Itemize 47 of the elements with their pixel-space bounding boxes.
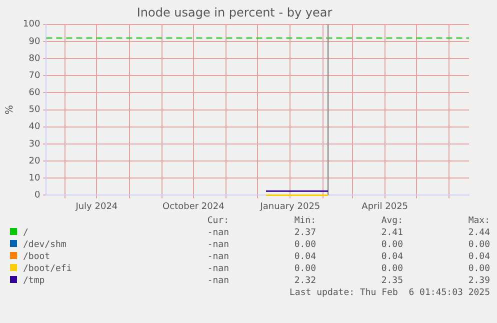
text: 0.04 <box>380 251 403 263</box>
legend-label: / <box>23 228 28 238</box>
legend-label: /boot/efi <box>23 264 72 274</box>
text: -nan <box>206 227 229 239</box>
y-tick-label: 20 <box>28 156 40 166</box>
text: Min: <box>293 215 316 227</box>
y-tick-label: 60 <box>28 88 40 98</box>
text: 0.00 <box>467 263 490 275</box>
x-tick-label: July 2024 <box>74 202 118 212</box>
x-tick-label: January 2025 <box>259 202 320 212</box>
text: 2.39 <box>467 275 490 287</box>
legend-label: /dev/shm <box>23 240 66 250</box>
y-tick-label: 50 <box>28 105 40 116</box>
text: 0.00 <box>380 239 403 251</box>
x-tick-label: April 2025 <box>362 202 408 212</box>
text: 2.32 <box>293 275 316 287</box>
y-tick-label: 0 <box>34 190 40 201</box>
text: Avg: <box>380 215 403 227</box>
text: 2.41 <box>380 227 403 239</box>
text: 0.04 <box>467 251 490 263</box>
y-tick-label: 100 <box>22 20 40 30</box>
x-tick-label: October 2024 <box>162 202 225 212</box>
text: 0.00 <box>293 239 316 251</box>
text: -nan <box>206 251 229 263</box>
text: -nan <box>206 239 229 251</box>
text: 2.37 <box>293 227 316 239</box>
text: Cur: <box>206 215 229 227</box>
y-tick-label: 30 <box>28 139 40 150</box>
text: 0.00 <box>380 263 403 275</box>
text: Max: <box>467 215 490 227</box>
y-tick-label: 70 <box>28 70 40 81</box>
chart-title: Inode usage in percent - by year <box>136 5 332 20</box>
text: 0.00 <box>467 239 490 251</box>
legend-label: /tmp <box>23 276 45 286</box>
y-axis-title: % <box>4 105 16 115</box>
text: 0.04 <box>293 251 316 263</box>
text: 2.44 <box>467 227 490 239</box>
text: -nan <box>206 263 229 275</box>
text: Last update: Thu Feb 6 01:45:03 2025 <box>288 287 490 299</box>
text: 2.35 <box>380 275 403 287</box>
y-tick-label: 10 <box>28 173 40 184</box>
y-tick-label: 40 <box>28 122 40 132</box>
text: 0.00 <box>293 263 316 275</box>
y-tick-label: 90 <box>28 36 40 47</box>
legend-label: /boot <box>23 252 50 262</box>
y-tick-label: 80 <box>28 54 40 64</box>
text: -nan <box>206 275 229 287</box>
